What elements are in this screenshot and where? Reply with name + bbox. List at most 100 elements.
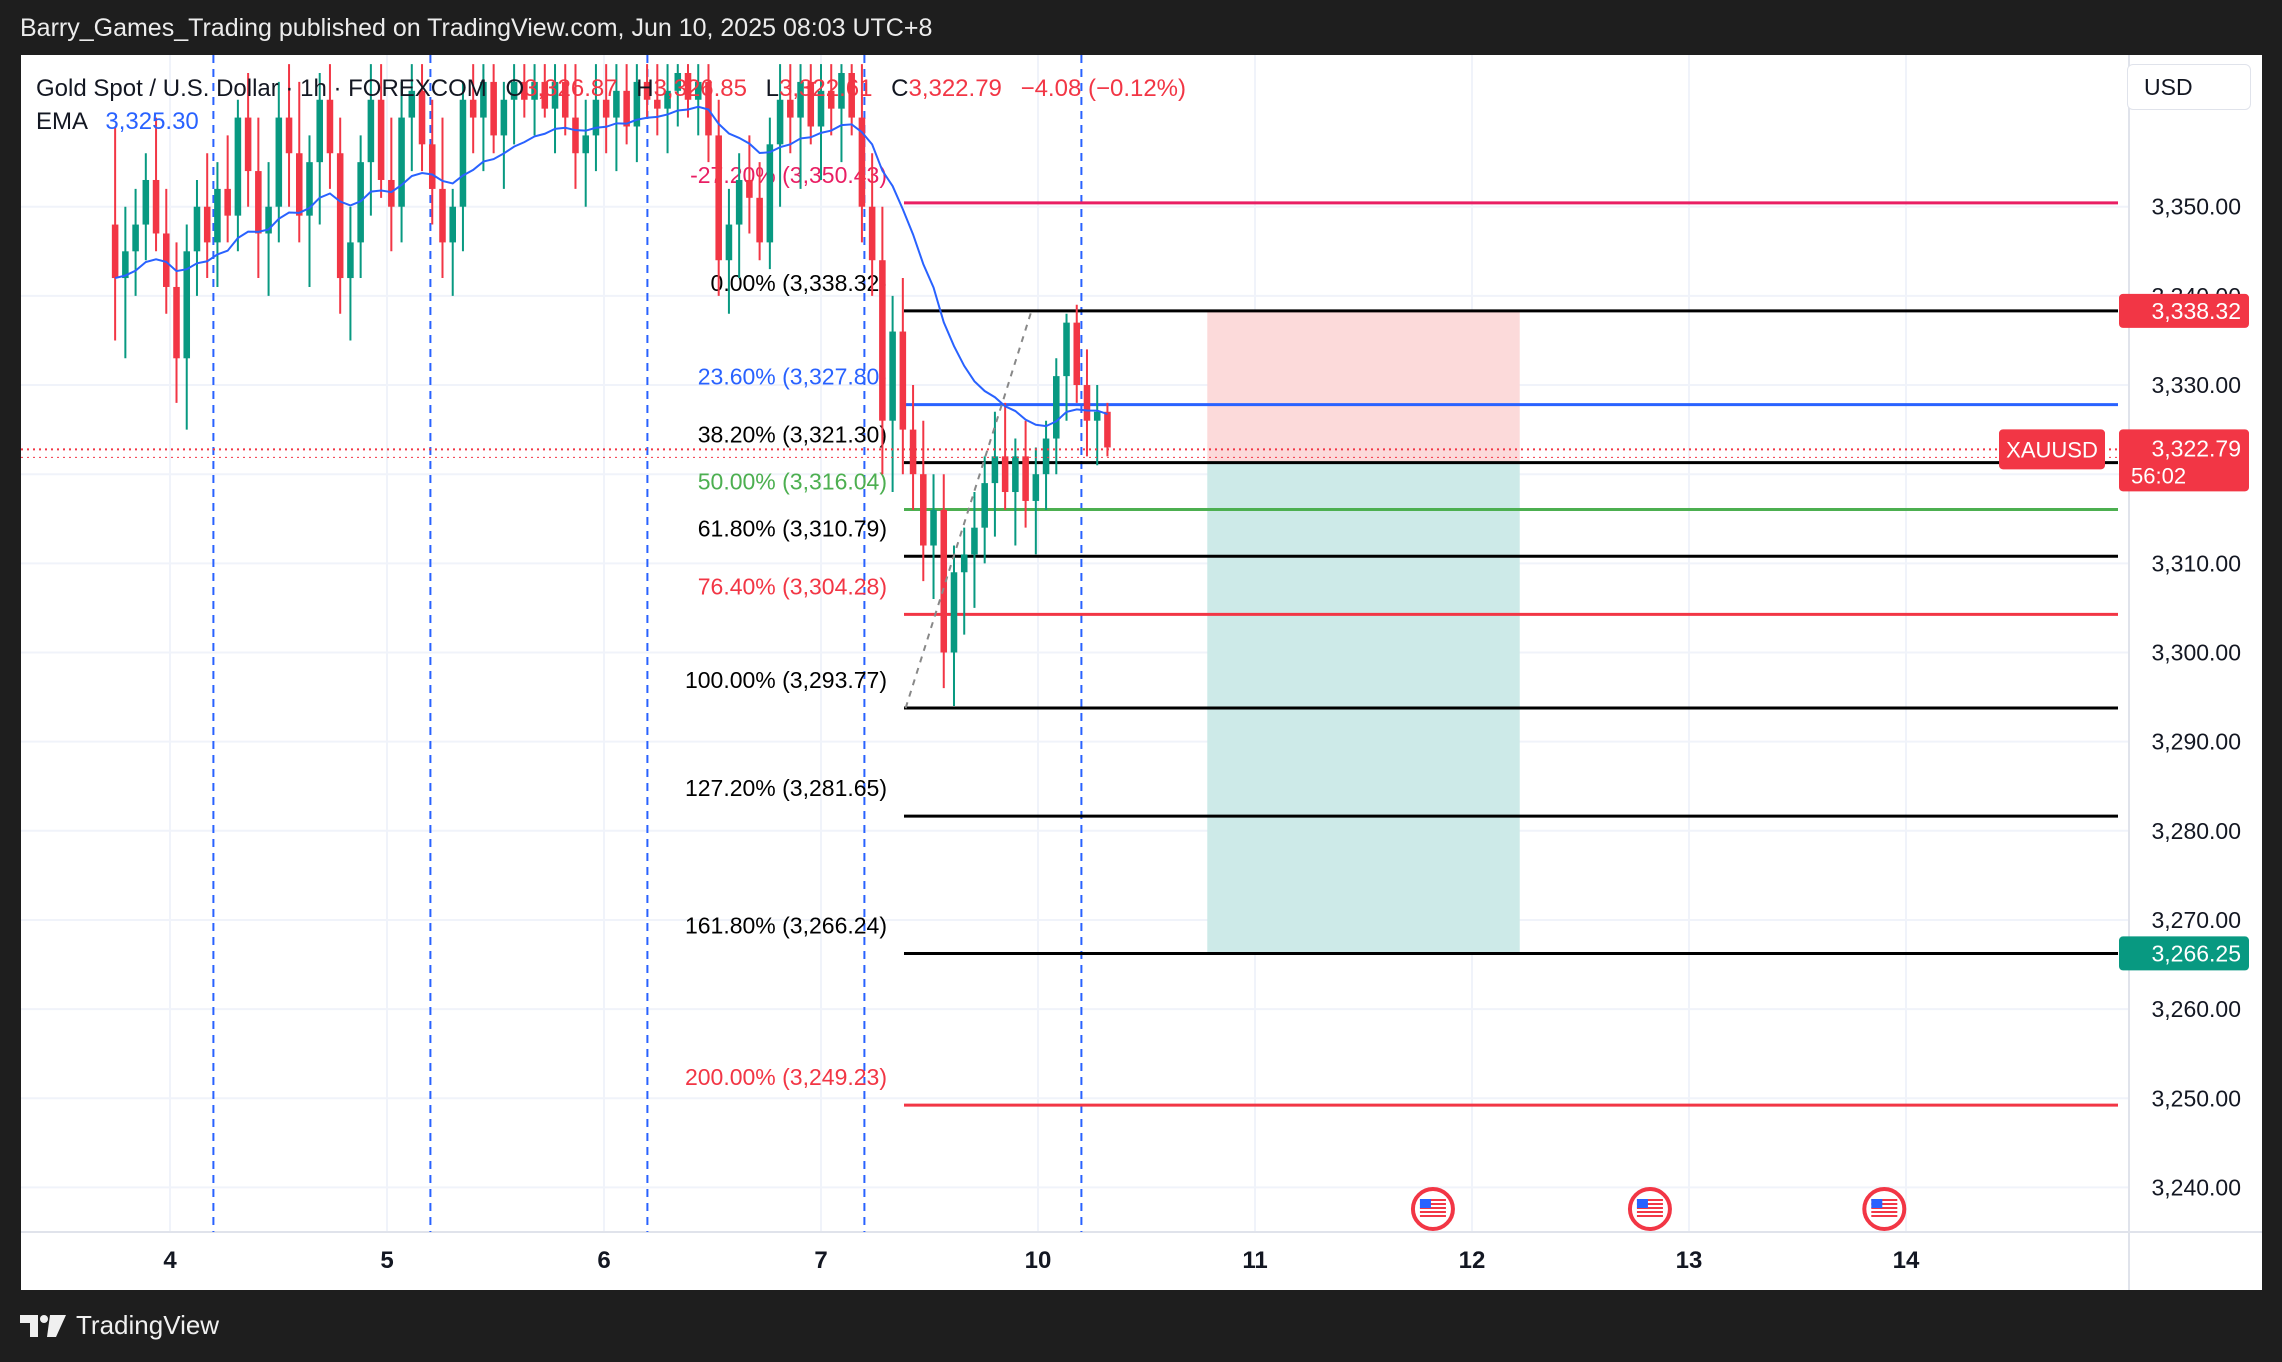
candle-down[interactable]	[224, 188, 231, 216]
candle-up[interactable]	[930, 509, 937, 546]
candle-down[interactable]	[541, 81, 549, 109]
candle-up[interactable]	[725, 224, 733, 261]
candle-up[interactable]	[633, 81, 641, 127]
ema-label[interactable]: EMA	[36, 108, 87, 135]
candle-up[interactable]	[265, 206, 272, 234]
candle-down[interactable]	[848, 73, 855, 118]
candle-down[interactable]	[920, 474, 927, 546]
candle-up[interactable]	[480, 81, 487, 118]
candle-up[interactable]	[510, 81, 518, 100]
candle-down[interactable]	[561, 81, 569, 118]
candle-up[interactable]	[500, 99, 508, 136]
candle-up[interactable]	[592, 99, 600, 136]
candle-up[interactable]	[694, 81, 702, 100]
candle-up[interactable]	[797, 81, 804, 118]
candle-down[interactable]	[715, 135, 722, 261]
candle-up[interactable]	[1063, 322, 1070, 377]
candle-down[interactable]	[879, 260, 886, 421]
candle-down[interactable]	[807, 81, 815, 127]
candle-down[interactable]	[940, 509, 948, 653]
candle-up[interactable]	[889, 331, 896, 421]
candle-down[interactable]	[490, 81, 497, 136]
candle-up[interactable]	[306, 162, 313, 216]
ema-line[interactable]	[114, 105, 1108, 428]
candle-up[interactable]	[971, 527, 978, 555]
candle-up[interactable]	[991, 456, 999, 484]
candle-up[interactable]	[1032, 474, 1040, 501]
candle-down[interactable]	[173, 286, 180, 359]
candle-down[interactable]	[1104, 411, 1111, 448]
candle-up[interactable]	[193, 206, 201, 252]
candle-down[interactable]	[787, 99, 794, 118]
candle-down[interactable]	[1001, 456, 1009, 493]
candle-up[interactable]	[275, 117, 283, 207]
candle-up[interactable]	[674, 73, 682, 91]
candle-down[interactable]	[336, 153, 344, 279]
candle-up[interactable]	[367, 99, 375, 163]
candle-up[interactable]	[449, 206, 456, 243]
price-chart[interactable]: -27.20% (3,350.43) 0.00% (3,338.32) 23.60%…	[21, 55, 2262, 1290]
candle-up[interactable]	[132, 224, 139, 252]
candle-down[interactable]	[756, 197, 763, 243]
candle-down[interactable]	[684, 73, 692, 100]
candle-up[interactable]	[214, 188, 221, 243]
candle-down[interactable]	[572, 117, 579, 154]
candle-up[interactable]	[1053, 376, 1060, 439]
candle-down[interactable]	[521, 81, 528, 100]
candle-up[interactable]	[735, 179, 743, 225]
candle-up[interactable]	[531, 81, 538, 100]
candle-down[interactable]	[868, 206, 876, 261]
candle-down[interactable]	[899, 331, 907, 430]
candle-down[interactable]	[858, 117, 866, 207]
candle-down[interactable]	[469, 99, 477, 118]
candle-down[interactable]	[428, 144, 436, 189]
candle-up[interactable]	[582, 135, 589, 154]
currency-selector[interactable]: USD	[2127, 64, 2251, 110]
candle-down[interactable]	[388, 179, 395, 207]
candle-down[interactable]	[602, 99, 610, 118]
candle-down[interactable]	[285, 117, 293, 154]
candle-down[interactable]	[255, 171, 262, 234]
candle-up[interactable]	[960, 554, 968, 573]
candle-down[interactable]	[418, 90, 426, 145]
candle-down[interactable]	[326, 99, 334, 154]
candle-down[interactable]	[111, 224, 119, 279]
candle-up[interactable]	[817, 90, 825, 127]
candle-down[interactable]	[654, 99, 661, 109]
candle-up[interactable]	[183, 251, 191, 359]
candle-down[interactable]	[1073, 322, 1081, 386]
candle-down[interactable]	[1083, 385, 1091, 421]
stop-loss-zone[interactable]	[1207, 310, 1520, 464]
candle-up[interactable]	[664, 90, 671, 109]
symbol-title[interactable]: Gold Spot / U.S. Dollar · 1h · FOREXCOM	[36, 75, 487, 102]
candle-up[interactable]	[234, 117, 242, 216]
candle-up[interactable]	[776, 99, 784, 145]
candle-up[interactable]	[1093, 411, 1101, 421]
candle-down[interactable]	[203, 206, 211, 243]
candle-down[interactable]	[1022, 456, 1029, 501]
chart-area[interactable]: -27.20% (3,350.43) 0.00% (3,338.32) 23.60%…	[21, 55, 2262, 1290]
candle-up[interactable]	[347, 242, 354, 279]
candle-down[interactable]	[827, 90, 835, 109]
candle-up[interactable]	[316, 99, 324, 163]
candle-up[interactable]	[408, 90, 416, 118]
candle-down[interactable]	[152, 179, 160, 234]
candle-up[interactable]	[1012, 456, 1019, 493]
candle-up[interactable]	[459, 99, 467, 207]
candle-up[interactable]	[398, 117, 405, 207]
candle-up[interactable]	[142, 179, 150, 225]
candle-down[interactable]	[163, 233, 170, 287]
candle-up[interactable]	[838, 73, 845, 109]
candle-down[interactable]	[909, 429, 917, 475]
candle-up[interactable]	[122, 251, 129, 279]
candle-up[interactable]	[613, 90, 620, 118]
fib-anchor-line[interactable]	[904, 310, 1033, 709]
candle-up[interactable]	[551, 81, 559, 109]
tradingview-logo[interactable]: TradingView	[20, 1310, 219, 1341]
candle-down[interactable]	[295, 153, 303, 216]
candle-down[interactable]	[377, 99, 385, 180]
candle-down[interactable]	[439, 188, 446, 243]
candle-down[interactable]	[623, 90, 630, 127]
candle-up[interactable]	[981, 483, 988, 528]
candle-down[interactable]	[746, 179, 753, 198]
